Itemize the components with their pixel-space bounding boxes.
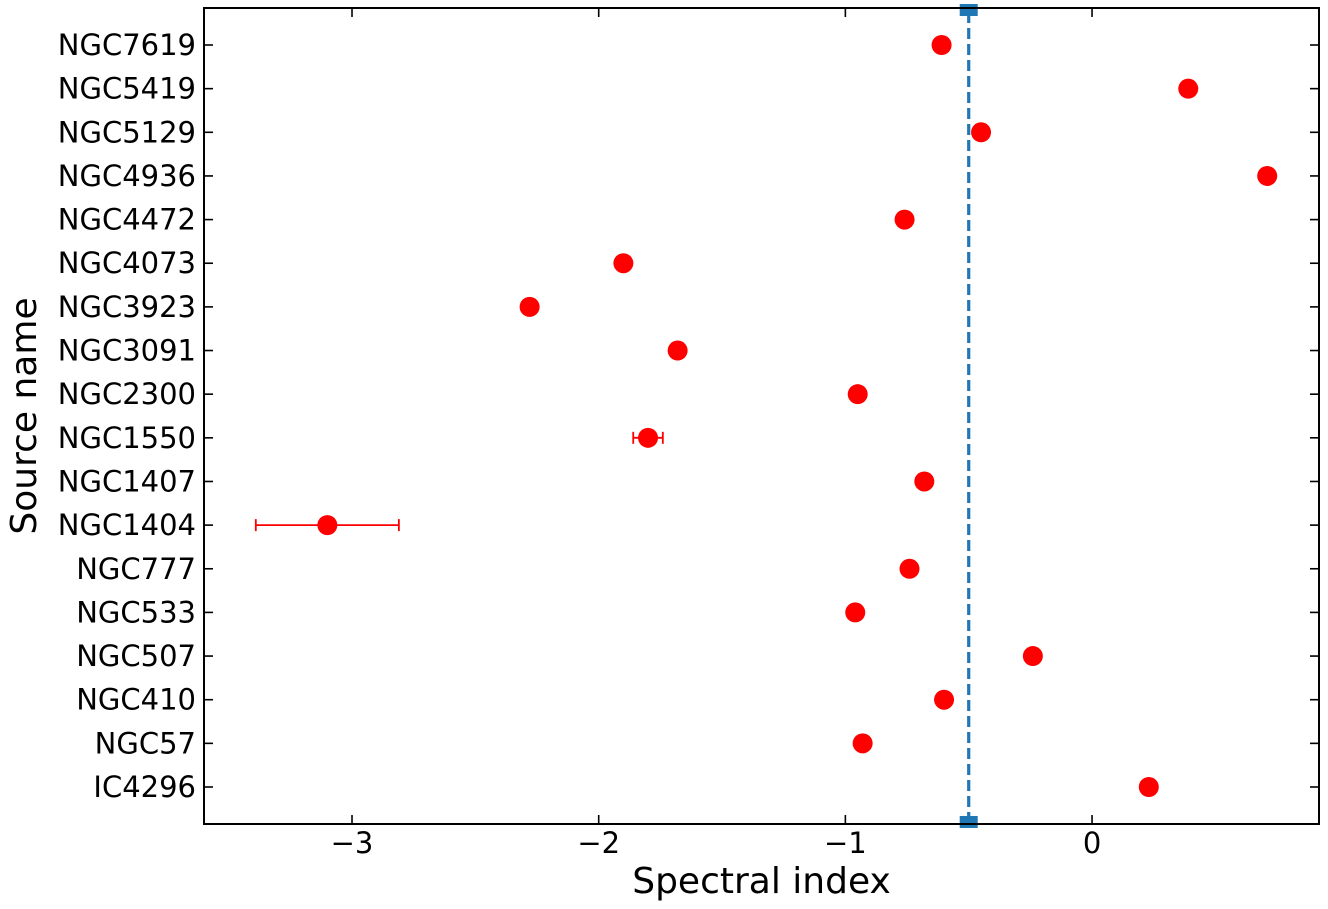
data-point	[852, 733, 873, 754]
data-point	[847, 384, 868, 405]
y-tick-label: NGC410	[76, 683, 196, 717]
y-tick-label: NGC4472	[58, 203, 196, 237]
data-point	[1022, 646, 1043, 667]
y-tick-label: NGC5129	[58, 115, 196, 149]
data-point	[845, 602, 866, 623]
data-point	[519, 296, 540, 317]
x-tick-label: −3	[331, 826, 374, 860]
x-tick-label: −2	[577, 826, 620, 860]
data-point	[971, 122, 992, 143]
data-point	[613, 253, 634, 274]
y-tick-label: NGC3091	[58, 334, 196, 368]
y-tick-label: NGC5419	[58, 72, 196, 106]
y-tick-label: IC4296	[93, 770, 196, 804]
y-tick-label: NGC1407	[58, 464, 196, 498]
y-tick-label: NGC2300	[58, 377, 196, 411]
data-point	[1138, 777, 1159, 797]
plot-frame	[203, 7, 1320, 825]
data-point	[1257, 165, 1278, 186]
y-axis-title: Source name	[4, 297, 45, 534]
axis-ticks: −3 −2 −1 0 IC4296 NGC57 NGC410 NGC507 NGC533 NGC7…	[58, 8, 1319, 860]
y-tick-label: NGC507	[76, 639, 196, 673]
x-axis-title: Spectral index	[632, 861, 891, 902]
reference-line-marker-top	[959, 4, 978, 16]
y-tick-label: NGC4073	[58, 246, 196, 280]
data-point	[899, 558, 920, 579]
y-tick-label: NGC4936	[58, 159, 196, 193]
y-tick-label: NGC57	[95, 726, 196, 760]
data-point	[934, 689, 955, 710]
data-point	[894, 209, 915, 230]
y-tick-label: NGC1550	[58, 421, 196, 455]
plot-marks	[254, 4, 1278, 828]
y-tick-label: NGC1404	[58, 508, 196, 542]
data-point	[1178, 78, 1199, 99]
data-point	[667, 340, 688, 361]
y-tick-label: NGC7619	[58, 28, 196, 62]
x-tick-label: −1	[824, 826, 867, 860]
data-point	[638, 427, 659, 448]
reference-line-marker-bottom	[959, 816, 978, 828]
data-point	[317, 515, 338, 536]
y-tick-label: NGC533	[76, 595, 196, 629]
x-tick-label: 0	[1083, 826, 1101, 860]
data-point	[914, 471, 935, 492]
y-tick-label: NGC3923	[58, 290, 196, 324]
data-point	[931, 35, 952, 55]
y-tick-label: NGC777	[76, 552, 196, 586]
